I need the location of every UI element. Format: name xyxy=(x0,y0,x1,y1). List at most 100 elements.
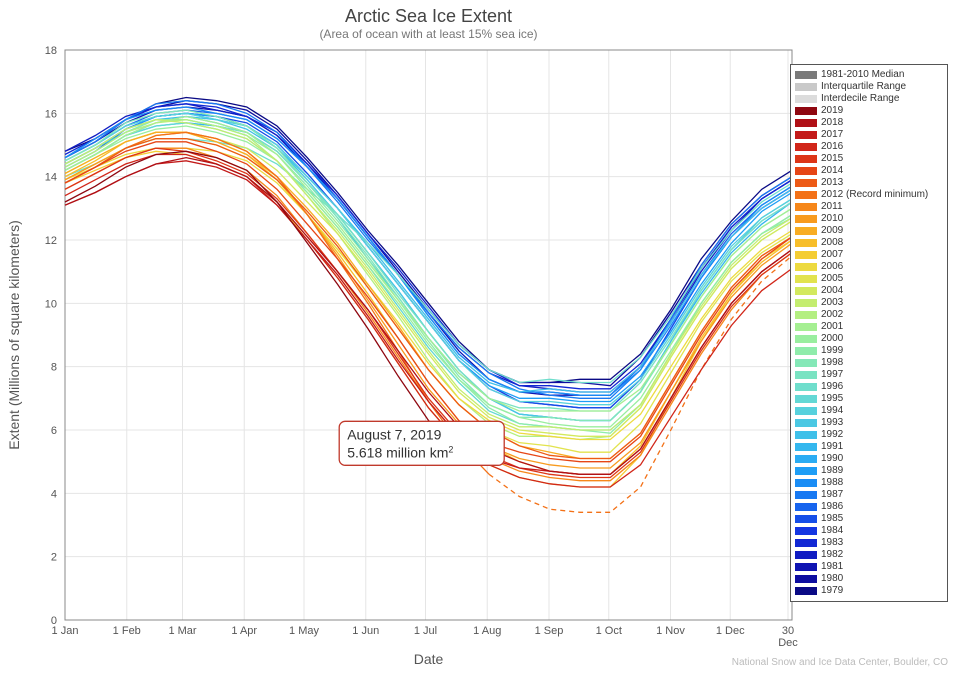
legend-year-row: 1985 xyxy=(795,513,943,525)
legend-label: 1981-2010 Median xyxy=(821,69,904,81)
legend-year-row: 2017 xyxy=(795,129,943,141)
ytick-label: 6 xyxy=(51,425,57,437)
x-axis-label: Date xyxy=(414,651,444,667)
legend-year-row: 1984 xyxy=(795,525,943,537)
legend-year-row: 1995 xyxy=(795,393,943,405)
legend-swatch xyxy=(795,443,817,451)
legend-label: 1991 xyxy=(821,441,843,453)
legend-year-row: 2015 xyxy=(795,153,943,165)
legend-swatch xyxy=(795,311,817,319)
legend-year-row: 1991 xyxy=(795,441,943,453)
legend-swatch xyxy=(795,203,817,211)
legend-year-row: 2004 xyxy=(795,285,943,297)
legend-label: 2011 xyxy=(821,201,843,213)
legend-label: 1989 xyxy=(821,465,843,477)
xtick-label: 1 Jan xyxy=(52,625,79,637)
legend-year-row: 2013 xyxy=(795,177,943,189)
callout-line1: August 7, 2019 xyxy=(347,426,441,442)
legend-swatch xyxy=(795,131,817,139)
legend-year-row: 2019 xyxy=(795,105,943,117)
callout-line2: 5.618 million km2 xyxy=(347,444,453,460)
legend-swatch xyxy=(795,491,817,499)
legend-year-row: 2014 xyxy=(795,165,943,177)
legend-label: 2015 xyxy=(821,153,843,165)
legend-year-row: 2016 xyxy=(795,141,943,153)
ytick-label: 8 xyxy=(51,362,57,374)
legend-swatch xyxy=(795,323,817,331)
legend-swatch xyxy=(795,263,817,271)
xtick-label: 1 Dec xyxy=(716,625,745,637)
xtick-label: 1 Oct xyxy=(596,625,622,637)
legend-year-row: 1983 xyxy=(795,537,943,549)
legend-swatch xyxy=(795,575,817,583)
legend-label: 2001 xyxy=(821,321,843,333)
legend-label: 1985 xyxy=(821,513,843,525)
legend-year-row: 2006 xyxy=(795,261,943,273)
legend-year-row: 1997 xyxy=(795,369,943,381)
legend-label: Interdecile Range xyxy=(821,93,899,105)
legend-year-row: 1990 xyxy=(795,453,943,465)
legend-label: 2017 xyxy=(821,129,843,141)
legend-label: 2016 xyxy=(821,141,843,153)
ytick-label: 12 xyxy=(45,235,57,247)
legend-swatch xyxy=(795,275,817,283)
legend-swatch xyxy=(795,287,817,295)
legend-swatch xyxy=(795,587,817,595)
xtick-label: 1 Jul xyxy=(414,625,437,637)
legend-label: 2012 (Record minimum) xyxy=(821,189,928,201)
legend-label: Interquartile Range xyxy=(821,81,906,93)
legend-label: 1992 xyxy=(821,429,843,441)
chart-title: Arctic Sea Ice Extent xyxy=(345,6,512,26)
xtick-label: 1 Sep xyxy=(535,625,564,637)
legend-swatch xyxy=(795,359,817,367)
legend-swatch xyxy=(795,551,817,559)
ytick-label: 2 xyxy=(51,552,57,564)
legend-year-row: 2000 xyxy=(795,333,943,345)
legend-label: 1995 xyxy=(821,393,843,405)
legend-label: 2013 xyxy=(821,177,843,189)
legend-label: 2010 xyxy=(821,213,843,225)
legend-label: 1984 xyxy=(821,525,843,537)
xtick-label: 1 Mar xyxy=(168,625,196,637)
ytick-label: 16 xyxy=(45,108,57,120)
legend-label: 1983 xyxy=(821,537,843,549)
legend-swatch xyxy=(795,563,817,571)
legend-swatch xyxy=(795,239,817,247)
legend-label: 1987 xyxy=(821,489,843,501)
legend-year-row: 2011 xyxy=(795,201,943,213)
legend-swatch xyxy=(795,155,817,163)
legend-swatch xyxy=(795,347,817,355)
legend-year-row: 1981 xyxy=(795,561,943,573)
legend-year-row: 1979 xyxy=(795,585,943,597)
legend-swatch xyxy=(795,215,817,223)
legend-year-row: 1987 xyxy=(795,489,943,501)
legend-year-row: 1998 xyxy=(795,357,943,369)
xtick-label: 1 May xyxy=(289,625,319,637)
legend-year-row: 2003 xyxy=(795,297,943,309)
legend-year-row: 1996 xyxy=(795,381,943,393)
xtick-label: 1 Apr xyxy=(231,625,257,637)
legend-year-row: 2009 xyxy=(795,225,943,237)
xtick-label: 30 xyxy=(782,625,794,637)
legend-label: 2003 xyxy=(821,297,843,309)
legend-label: 1990 xyxy=(821,453,843,465)
legend-year-row: 1988 xyxy=(795,477,943,489)
legend-swatch xyxy=(795,455,817,463)
legend-swatch xyxy=(795,299,817,307)
legend-swatch xyxy=(795,191,817,199)
legend-label: 2019 xyxy=(821,105,843,117)
ytick-label: 10 xyxy=(45,298,57,310)
legend-ref-row: Interquartile Range xyxy=(795,81,943,93)
legend-swatch xyxy=(795,515,817,523)
legend-year-row: 1989 xyxy=(795,465,943,477)
legend-year-row: 2005 xyxy=(795,273,943,285)
chart-subtitle: (Area of ocean with at least 15% sea ice… xyxy=(319,27,537,41)
legend-label: 1994 xyxy=(821,405,843,417)
legend-label: 1980 xyxy=(821,573,843,585)
legend-label: 2004 xyxy=(821,285,843,297)
legend-year-row: 2001 xyxy=(795,321,943,333)
legend-label: 1993 xyxy=(821,417,843,429)
xtick-label: 1 Nov xyxy=(656,625,685,637)
legend-label: 2008 xyxy=(821,237,843,249)
xtick-label: 1 Aug xyxy=(473,625,501,637)
